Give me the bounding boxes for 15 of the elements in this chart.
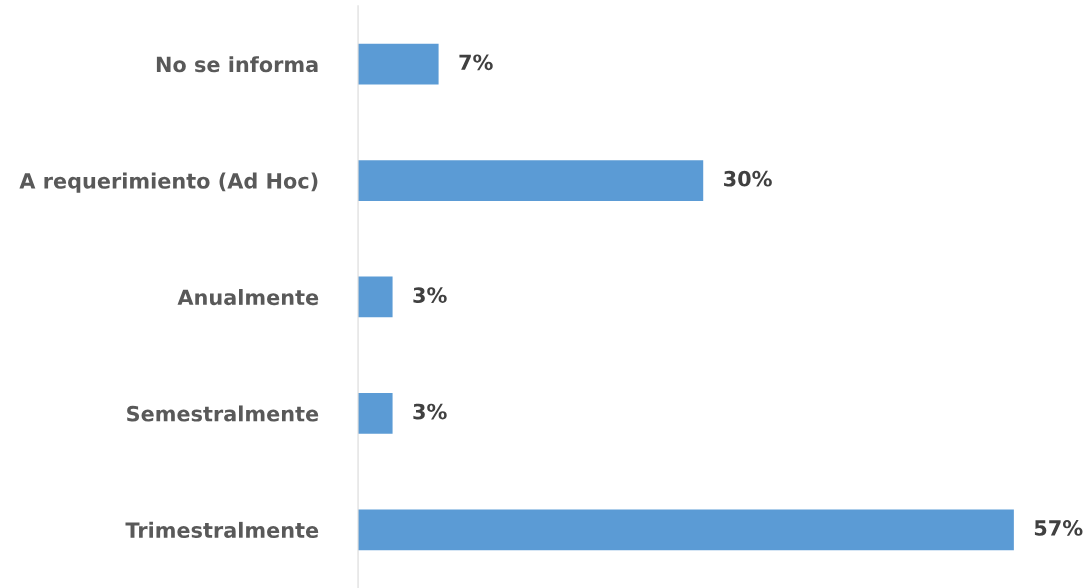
y-tick-label: No se informa [156, 56, 318, 73]
data-label: 3% [413, 403, 447, 420]
y-tick-label: A requerimiento (Ad Hoc) [19, 172, 318, 193]
bar [358, 276, 393, 318]
bar [358, 43, 439, 85]
y-tick-label: Trimestralmente [125, 521, 319, 538]
data-label: 57% [1034, 520, 1083, 536]
data-label: 7% [459, 54, 493, 71]
y-tick-label: Semestralmente [127, 405, 319, 422]
bar [358, 509, 1014, 551]
data-label: 30% [724, 170, 772, 187]
bar [358, 160, 704, 201]
bar [358, 392, 393, 434]
y-tick-label: Anualmente [177, 289, 319, 306]
data-label: 3% [413, 287, 447, 303]
